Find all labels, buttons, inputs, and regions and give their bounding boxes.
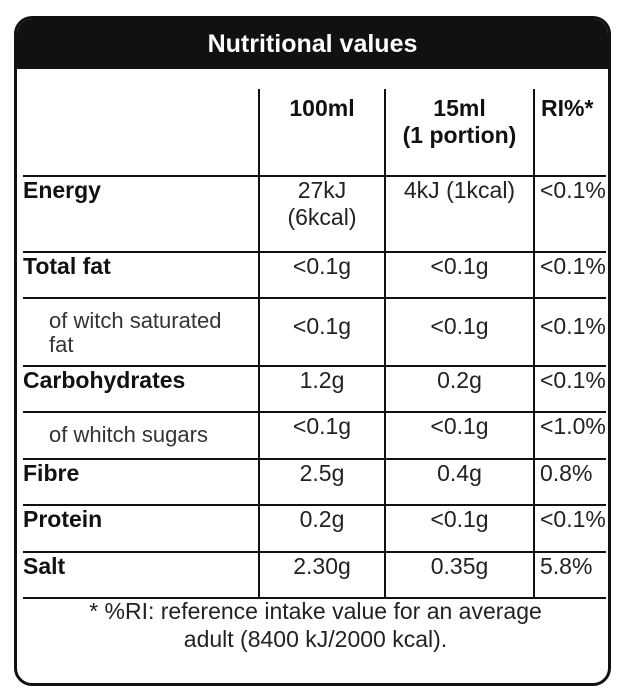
- value-100ml: 2.30g: [258, 551, 386, 599]
- value-ri: <0.1%: [533, 251, 606, 299]
- table-header-row: 100ml 15ml (1 portion) RI%*: [23, 89, 606, 177]
- value-portion: <0.1g: [384, 297, 535, 367]
- value-ri: <0.1%: [533, 365, 606, 413]
- value-ri: <0.1%: [533, 504, 606, 553]
- header-ri: RI%*: [533, 89, 606, 177]
- value-ri: 5.8%: [533, 551, 606, 599]
- table-row-saturated-fat: of witch saturated fat <0.1g <0.1g <0.1%: [23, 297, 606, 367]
- nutrient-name: of witch saturated fat: [23, 297, 260, 367]
- nutrient-name: Total fat: [23, 251, 260, 299]
- table-row-total-fat: Total fat <0.1g <0.1g <0.1%: [23, 251, 606, 299]
- value-portion: 0.4g: [384, 458, 535, 506]
- table-row-energy: Energy 27kJ (6kcal) 4kJ (1kcal) <0.1%: [23, 175, 606, 253]
- nutrient-name: of whitch sugars: [23, 411, 260, 460]
- value-100ml: <0.1g: [258, 411, 386, 460]
- table-row-sugars: of whitch sugars <0.1g <0.1g <1.0%: [23, 411, 606, 460]
- table-row-protein: Protein 0.2g <0.1g <0.1%: [23, 504, 606, 553]
- ri-footnote: * %RI: reference intake value for an ave…: [89, 598, 542, 652]
- nutrition-label: Nutritional values 100ml 15ml (1 portion)…: [14, 16, 611, 686]
- value-100ml: 2.5g: [258, 458, 386, 506]
- nutrient-name: Salt: [23, 551, 260, 599]
- header-per-100ml: 100ml: [258, 89, 386, 177]
- value-ri: <0.1%: [533, 297, 606, 367]
- value-portion: <0.1g: [384, 411, 535, 460]
- header-nutrient: [23, 89, 260, 177]
- value-100ml: 0.2g: [258, 504, 386, 553]
- value-portion: 0.35g: [384, 551, 535, 599]
- value-100ml: <0.1g: [258, 251, 386, 299]
- table-row-salt: Salt 2.30g 0.35g 5.8%: [23, 551, 606, 599]
- value-portion: <0.1g: [384, 504, 535, 553]
- nutrient-name: Carbohydrates: [23, 365, 260, 413]
- header-per-portion: 15ml (1 portion): [384, 89, 535, 177]
- value-portion: 4kJ (1kcal): [384, 175, 535, 253]
- value-portion: <0.1g: [384, 251, 535, 299]
- table-row-carbohydrates: Carbohydrates 1.2g 0.2g <0.1%: [23, 365, 606, 413]
- value-ri: <1.0%: [533, 411, 606, 460]
- value-ri: <0.1%: [533, 175, 606, 253]
- value-ri: 0.8%: [533, 458, 606, 506]
- value-100ml: 27kJ (6kcal): [258, 175, 386, 253]
- nutrient-name: Energy: [23, 175, 260, 253]
- nutrient-name: Fibre: [23, 458, 260, 506]
- nutrition-table: 100ml 15ml (1 portion) RI%* Energy 27kJ (6…: [23, 89, 606, 599]
- label-title: Nutritional values: [17, 19, 608, 69]
- value-100ml: 1.2g: [258, 365, 386, 413]
- table-row-fibre: Fibre 2.5g 0.4g 0.8%: [23, 458, 606, 506]
- value-100ml: <0.1g: [258, 297, 386, 367]
- nutrient-name: Protein: [23, 504, 260, 553]
- value-portion: 0.2g: [384, 365, 535, 413]
